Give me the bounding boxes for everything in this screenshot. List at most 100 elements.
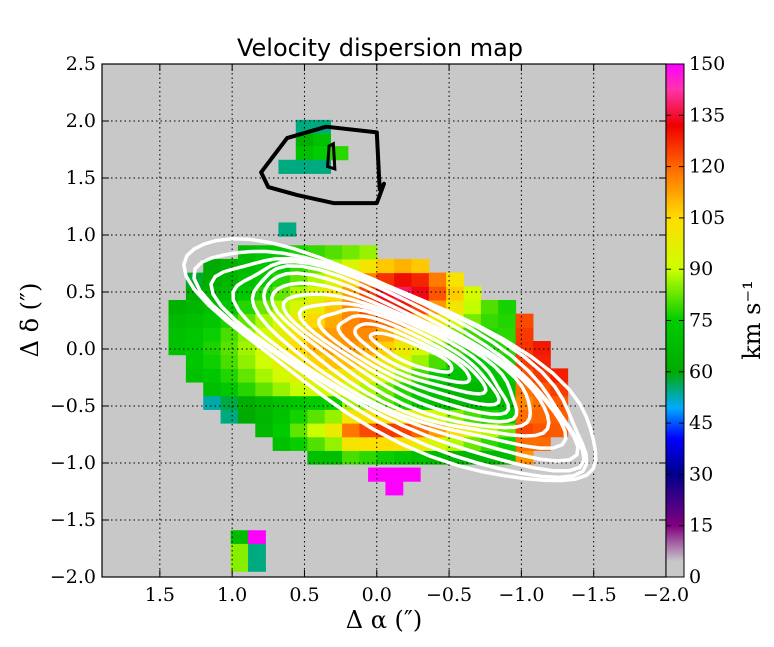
flux-contour [281,292,519,424]
heatmap-cell [463,286,482,301]
x-tick-label: 0.0 [362,584,392,606]
heatmap-cell [230,543,249,559]
y-axis-label: Δ δ (″) [16,283,44,358]
heatmap-cell [313,133,331,148]
heatmap-cell [532,354,551,369]
x-axis-ticks: 1.5 1.0 0.5 0.0 −0.5 −1.0 −1.5 −2.0 [145,64,689,606]
heatmap-cell [185,354,204,369]
flux-contour [270,281,533,430]
heatmap-cell [220,409,239,424]
y-axis-ticks: 2.5 2.0 1.5 1.0 0.5 0.0 −0.5 −1.0 −1.5 −2.0 [50,53,666,588]
heatmap-cell [342,341,360,356]
heatmap-cell [307,423,326,438]
colorbar-tick-label: 0 [689,566,701,588]
flux-contour [262,271,551,438]
heatmap-cell [220,368,239,383]
heatmap-cell [272,395,291,410]
heatmap-cell [342,245,360,260]
heatmap-cell [220,272,239,287]
heatmap-cell [290,409,308,424]
heatmap-cell [168,341,187,356]
heatmap-cell [237,382,256,397]
heatmap-cell [220,354,239,369]
heatmap-cell [307,436,326,451]
heatmap-cell [359,245,378,260]
heatmap-cell [255,368,274,383]
heatmap-cell [203,354,222,369]
heatmap-cell [168,313,187,328]
y-tick-label: −1.0 [50,452,96,474]
heatmap-cell [394,341,412,356]
heatmap-cell [230,530,249,545]
flux-contour [353,322,472,385]
heatmap-cell [272,313,291,328]
heatmap-cell [220,327,239,342]
heatmap-cell [255,354,274,369]
heatmap-cell [324,436,343,451]
heatmap-cell [307,409,326,424]
heatmap-cell [446,299,465,315]
x-tick-label: 0.5 [289,584,319,606]
heatmap-cell [168,327,187,342]
heatmap-cell [515,327,534,342]
heatmap-cell [480,299,499,315]
companion-contour [259,124,386,206]
heatmap-cell [185,327,204,342]
heatmap-cell [446,272,465,287]
heatmap-cell [463,299,482,315]
flux-contour [192,249,589,480]
heatmap-cell [480,313,499,328]
heatmap-cell [248,543,266,559]
heatmap-cell [230,557,249,572]
heatmap-cell [255,423,274,438]
heatmap-cell [532,341,551,356]
companion-contour-inner [326,141,337,171]
chart-title: Velocity dispersion map [237,34,523,62]
heatmap-cell [446,286,465,301]
y-tick-label: −2.0 [50,566,96,588]
heatmap-cell [237,368,256,383]
heatmap-cell [515,313,534,328]
heatmap-cell [203,368,222,383]
y-tick-label: 1.5 [66,167,96,189]
heatmap-cell [278,159,297,174]
heatmap-cell [342,450,360,465]
y-tick-label: 0.5 [66,281,96,303]
y-tick-label: 2.5 [66,53,96,75]
heatmap-cell [385,467,404,482]
heatmap-cell [385,481,404,496]
heatmap-cell [394,450,412,465]
flux-contour [317,307,501,407]
heatmap-cell [376,436,395,451]
flux-contour [336,314,488,396]
heatmap-cell [324,409,343,424]
colorbar-tick-label: 30 [689,463,713,485]
heatmap-cell [237,409,256,424]
colorbar-tick-label: 135 [689,104,725,126]
heatmap-cell [359,450,378,465]
x-tick-label: 1.0 [217,584,247,606]
heatmap-cell [411,258,430,274]
heatmap-cell [394,258,412,274]
heatmap-cell [272,423,291,438]
heatmap-cell [203,313,222,328]
y-tick-label: −1.5 [50,509,96,531]
heatmap-cell [272,368,291,383]
heatmap-cell [324,245,343,260]
heatmap-cell [290,423,308,438]
heatmap-cell [203,341,222,356]
x-tick-label: −2.0 [643,584,689,606]
heatmap-cell [342,423,360,438]
heatmap-cell [324,450,343,465]
heatmap-cell [185,299,204,315]
heatmap-cell [313,146,331,161]
heatmap-cell [248,530,266,545]
heatmap-cell [255,409,274,424]
heatmap-cell [295,159,314,174]
heatmap-cell [168,299,187,315]
heatmap-cell [203,258,222,274]
colorbar-tick-label: 60 [689,361,713,383]
heatmap-cell [255,382,274,397]
flux-contour [182,237,598,483]
heatmap-cell [237,299,256,315]
